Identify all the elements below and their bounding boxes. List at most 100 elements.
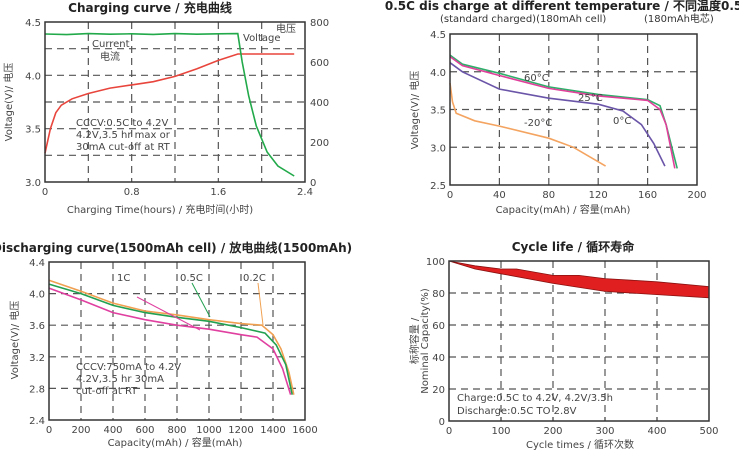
y-tick-label: 4.4 xyxy=(29,258,45,269)
chart-title: Discharging curve(1500mAh cell) / 放电曲线(1… xyxy=(0,240,352,255)
chart-4 xyxy=(448,260,710,422)
plot-frame xyxy=(448,260,710,422)
y2-tick-label: 200 xyxy=(310,138,329,149)
series-line-4 xyxy=(449,82,607,167)
chart-3 xyxy=(48,261,306,421)
condition-note: Discharge:0.5C TO 2.8V xyxy=(457,406,577,417)
y2-tick-label: 800 xyxy=(310,18,329,29)
y-tick-label: 4.5 xyxy=(25,18,41,29)
x-tick-label: 800 xyxy=(167,425,186,436)
y2-tick-label: 600 xyxy=(310,58,329,69)
plot-frame xyxy=(44,21,306,183)
chart-subtitle-cn: (180mAh电芯) xyxy=(644,12,714,25)
y-tick-label: 2.5 xyxy=(430,181,446,192)
y-tick-label: 0 xyxy=(439,417,445,428)
chart-2 xyxy=(449,33,698,186)
x-tick-label: 400 xyxy=(103,425,122,436)
y-tick-label: 3.5 xyxy=(430,106,446,117)
y-tick-label: 100 xyxy=(426,257,445,268)
y-tick-label: 3.6 xyxy=(29,321,45,332)
x-tick-label: 0 xyxy=(446,426,452,437)
x-tick-label: 1200 xyxy=(228,425,253,436)
series-label-leader xyxy=(257,282,264,326)
y-tick-label: 4.0 xyxy=(430,68,446,79)
plot-frame xyxy=(48,261,306,421)
x-tick-label: 200 xyxy=(687,190,706,201)
series-label-leader xyxy=(191,282,211,318)
chart-title: 0.5C dis charge at different temperature… xyxy=(385,0,739,13)
y-tick-label: 3.0 xyxy=(430,143,446,154)
condition-note: cut-off at RT xyxy=(76,386,138,397)
y-tick-label: 2.8 xyxy=(29,384,45,395)
x-tick-label: 0 xyxy=(42,187,48,198)
chart-title: Cycle life / 循环寿命 xyxy=(512,239,635,254)
x-tick-label: 120 xyxy=(589,190,608,201)
condition-note: Charge:0.5C to 4.2V, 4.2V/3.5h xyxy=(457,393,613,404)
y2-tick-label: 0 xyxy=(310,178,316,189)
series-line-2 xyxy=(449,55,676,169)
y-tick-label: 60 xyxy=(432,321,445,332)
plot-frame xyxy=(449,33,698,186)
y-tick-label: 4.0 xyxy=(29,290,45,301)
chart-title: Charging curve / 充电曲线 xyxy=(68,0,232,15)
y-tick-label: 3.5 xyxy=(25,125,41,136)
y-tick-label: 40 xyxy=(432,353,445,364)
x-tick-label: 400 xyxy=(647,426,666,437)
y-axis-label: Nominal Capacity(%) xyxy=(420,288,431,394)
x-tick-label: 200 xyxy=(543,426,562,437)
x-tick-label: 0 xyxy=(46,425,52,436)
series-line-1 xyxy=(44,53,295,154)
y-tick-label: 20 xyxy=(432,385,445,396)
series-line-3 xyxy=(449,62,666,167)
x-tick-label: 40 xyxy=(493,190,506,201)
condition-note: 30mA cut-off at RT xyxy=(76,142,171,153)
x-axis-label: Charging Time(hours) / 充电时间(小时) xyxy=(67,203,253,216)
series-label: 1C xyxy=(117,273,130,284)
series-label: -20°C xyxy=(524,118,552,129)
y-tick-label: 4.0 xyxy=(25,71,41,82)
series-label: 0.5C xyxy=(180,273,203,284)
series-line-1 xyxy=(48,279,295,395)
x-tick-label: 1400 xyxy=(260,425,285,436)
current-label: Current xyxy=(92,39,130,50)
condition-note: CCCV:750mA to 4.2V xyxy=(76,362,181,373)
x-tick-label: 1000 xyxy=(196,425,221,436)
voltage-label-cn: 电压 xyxy=(276,22,296,35)
x-tick-label: 0 xyxy=(447,190,453,201)
x-tick-label: 1.6 xyxy=(210,187,226,198)
x-tick-label: 600 xyxy=(135,425,154,436)
condition-note: CCCV:0.5C to 4.2V xyxy=(76,118,169,129)
x-tick-label: 80 xyxy=(542,190,555,201)
y-tick-label: 2.4 xyxy=(29,416,45,427)
y-tick-label: 4.5 xyxy=(430,30,446,41)
series-label: 0°C xyxy=(613,116,631,127)
y-tick-label: 3.2 xyxy=(29,353,45,364)
x-tick-label: 160 xyxy=(638,190,657,201)
chart-1 xyxy=(44,21,306,183)
series-line-2 xyxy=(48,283,293,395)
series-label: 25°C xyxy=(578,93,603,104)
y-tick-label: 3.0 xyxy=(25,178,41,189)
y-axis-label: Voltage(V)/ 电压 xyxy=(8,301,21,380)
x-axis-label: Cycle times / 循环次数 xyxy=(526,438,634,451)
series-label: 60°C xyxy=(524,73,549,84)
x-tick-label: 200 xyxy=(71,425,90,436)
capacity-band xyxy=(448,260,710,299)
series-line-3 xyxy=(48,287,292,395)
x-tick-label: 100 xyxy=(491,426,510,437)
condition-note: 4.2V,3.5 hr max or xyxy=(76,130,171,141)
x-tick-label: 1600 xyxy=(292,425,317,436)
series-line-2 xyxy=(44,32,295,177)
y-axis-label: Voltage(V)/ 电压 xyxy=(2,63,15,142)
x-tick-label: 300 xyxy=(595,426,614,437)
x-axis-label: Capacity(mAh) / 容量(mAh) xyxy=(496,203,631,216)
series-label-leader xyxy=(136,296,201,331)
chart-subtitle: (standard charged)(180mAh cell) xyxy=(440,14,606,25)
x-tick-label: 500 xyxy=(699,426,718,437)
current-label-cn: 电流 xyxy=(100,50,120,63)
x-tick-label: 0.8 xyxy=(124,187,140,198)
series-label: 0.2C xyxy=(243,273,266,284)
x-tick-label: 2.4 xyxy=(297,187,313,198)
y2-tick-label: 400 xyxy=(310,98,329,109)
